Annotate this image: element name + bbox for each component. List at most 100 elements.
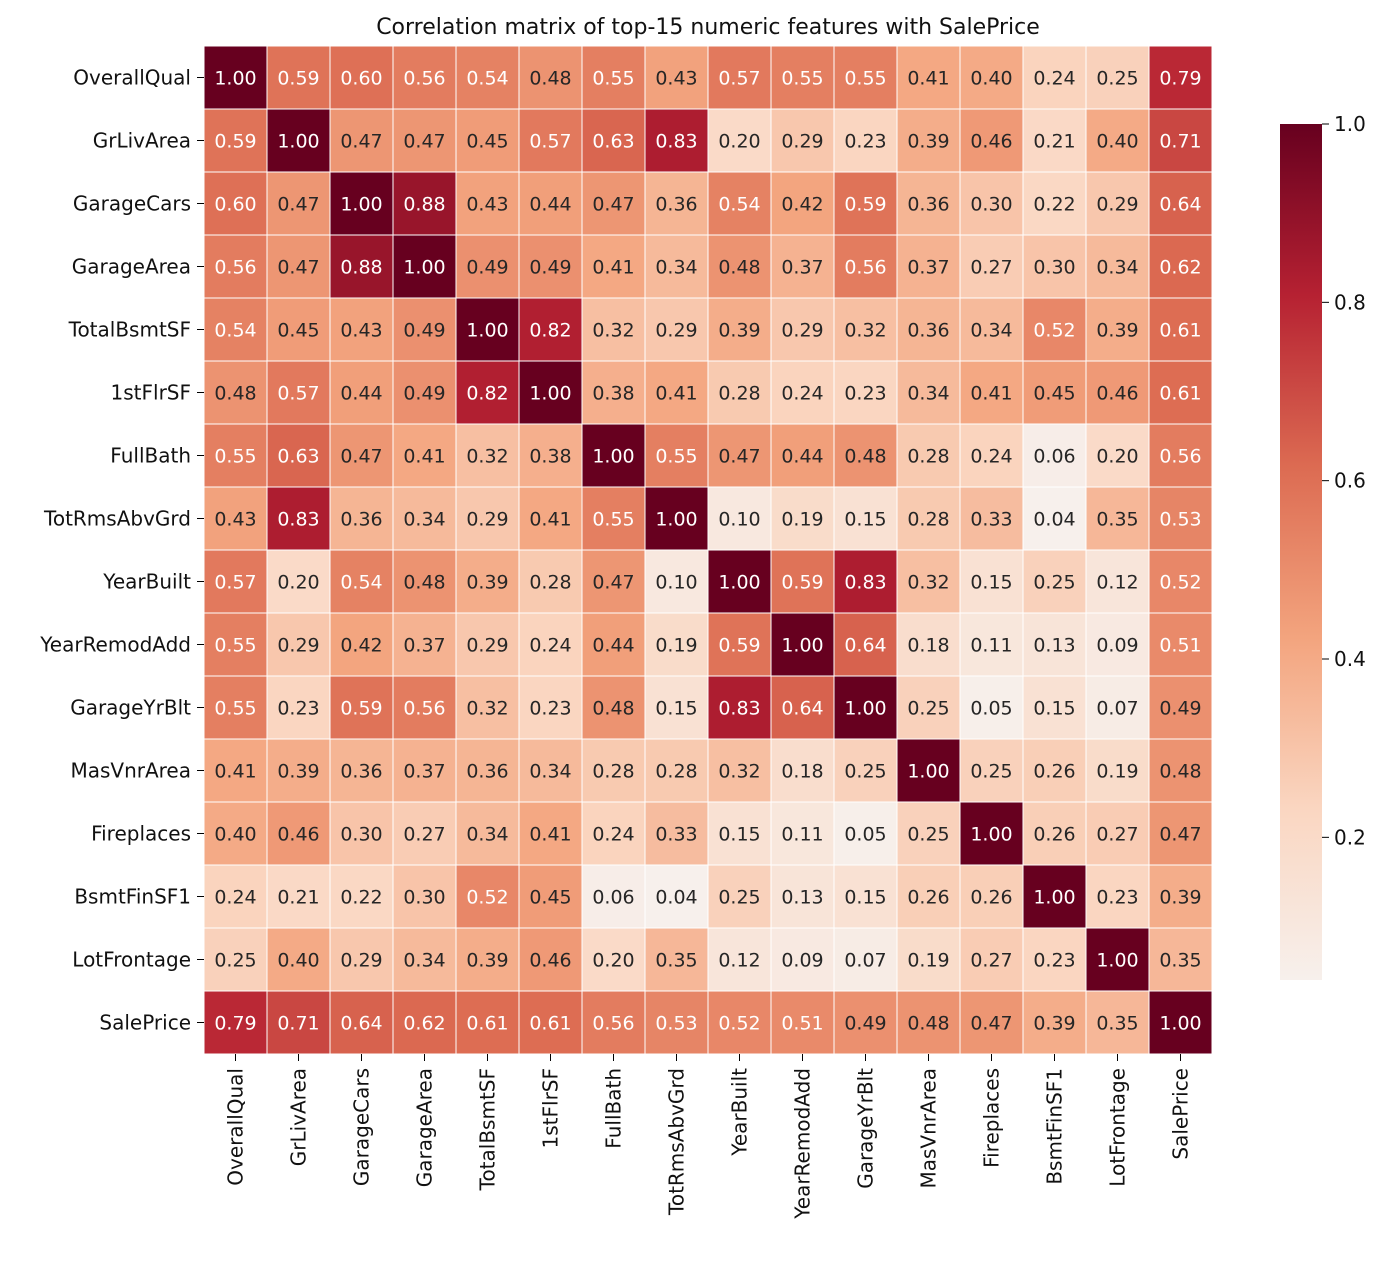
heatmap-cell [959,864,1024,929]
heatmap-cell [518,864,583,929]
cell-value-label: 0.26 [1033,824,1075,846]
heatmap-cell [1085,360,1150,425]
heatmap-cell [392,171,457,236]
heatmap-cell [518,990,583,1055]
cell-value-label: 1.00 [1096,950,1138,972]
cell-value-label: 0.21 [1033,131,1075,153]
cell-value-label: 0.24 [529,635,571,657]
cell-value-label: 0.32 [466,698,508,720]
heatmap-cell [329,549,394,614]
heatmap-cell [455,738,520,803]
chart-title: Correlation matrix of top-15 numeric fea… [376,15,1040,40]
heatmap-cell [644,927,709,992]
cell-value-label: 0.49 [844,1013,886,1035]
x-tick-label: MasVnrArea [917,1068,941,1189]
cell-value-label: 0.48 [844,446,886,468]
heatmap-cell [959,234,1024,299]
heatmap-cell [581,990,646,1055]
heatmap-cell [392,864,457,929]
heatmap-cell [959,297,1024,362]
cell-value-label: 0.45 [277,320,319,342]
cell-value-label: 0.35 [1096,509,1138,531]
heatmap-cell [203,486,268,551]
heatmap-cell [1148,234,1213,299]
cell-value-label: 0.83 [718,698,760,720]
heatmap-cell [266,549,331,614]
heatmap-cell [518,612,583,677]
cell-value-label: 0.48 [907,1013,949,1035]
cell-value-label: 0.39 [718,320,760,342]
heatmap-cell [644,675,709,740]
cell-value-label: 0.29 [466,509,508,531]
cell-value-label: 0.06 [592,887,634,909]
heatmap-cell [1022,171,1087,236]
colorbar-tick-label: 0.4 [1334,647,1366,671]
heatmap-cell [644,486,709,551]
heatmap-cell [266,738,331,803]
heatmap-cell [455,990,520,1055]
heatmap-cell [644,45,709,110]
cell-value-label: 0.34 [403,950,445,972]
x-tick-label: YearRemodAdd [791,1068,815,1220]
cell-value-label: 0.21 [277,887,319,909]
heatmap-cell [833,612,898,677]
heatmap-cell [518,486,583,551]
heatmap-cell [581,738,646,803]
cell-value-label: 0.55 [214,698,256,720]
cell-value-label: 0.05 [844,824,886,846]
cell-value-label: 0.46 [529,950,571,972]
heatmap-cell [1085,990,1150,1055]
cell-value-label: 0.07 [1096,698,1138,720]
heatmap-cell [581,423,646,488]
heatmap-cell [455,297,520,362]
cell-value-label: 0.61 [1159,320,1201,342]
cell-value-label: 0.15 [718,824,760,846]
cell-value-label: 0.51 [781,1013,823,1035]
cell-value-label: 0.47 [592,194,634,216]
heatmap-cell [581,801,646,866]
cell-value-label: 0.34 [403,509,445,531]
heatmap-cell [1148,549,1213,614]
cell-value-label: 0.37 [907,257,949,279]
heatmap-cell [896,864,961,929]
heatmap-cell [707,360,772,425]
cell-value-label: 1.00 [1033,887,1075,909]
heatmap-cell [707,864,772,929]
cell-value-label: 1.00 [907,761,949,783]
cell-value-label: 0.25 [970,761,1012,783]
cell-value-label: 0.43 [340,320,382,342]
cell-value-label: 0.39 [1033,1013,1075,1035]
cell-value-label: 0.57 [718,68,760,90]
heatmap-cell [833,990,898,1055]
cell-value-label: 0.47 [277,194,319,216]
heatmap-cell [266,45,331,110]
cell-value-label: 0.57 [214,572,256,594]
heatmap-cell [644,360,709,425]
cell-value-label: 0.28 [718,383,760,405]
x-axis-labels: OverallQual GrLivArea GarageCars GarageArea… [224,1054,1193,1220]
cell-value-label: 0.37 [781,257,823,279]
heatmap-cell [329,801,394,866]
heatmap-cell [833,234,898,299]
cell-value-label: 1.00 [655,509,697,531]
cell-value-label: 0.34 [466,824,508,846]
cell-value-label: 0.06 [1033,446,1075,468]
heatmap-cell [1148,927,1213,992]
cell-value-label: 0.44 [781,446,823,468]
x-tick-label: YearBuilt [728,1068,752,1157]
heatmap-cell [1148,864,1213,929]
heatmap-cell [1085,801,1150,866]
cell-value-label: 0.29 [781,131,823,153]
cell-value-label: 0.62 [1159,257,1201,279]
cell-value-label: 0.79 [214,1013,256,1035]
heatmap-cell [896,297,961,362]
cell-value-label: 0.64 [844,635,886,657]
heatmap-cell [833,927,898,992]
cell-value-label: 1.00 [970,824,1012,846]
cell-value-label: 0.36 [340,761,382,783]
cell-value-label: 1.00 [340,194,382,216]
cell-value-label: 0.48 [529,68,571,90]
y-tick-label: MasVnrArea [70,759,191,783]
cell-value-label: 0.15 [1033,698,1075,720]
